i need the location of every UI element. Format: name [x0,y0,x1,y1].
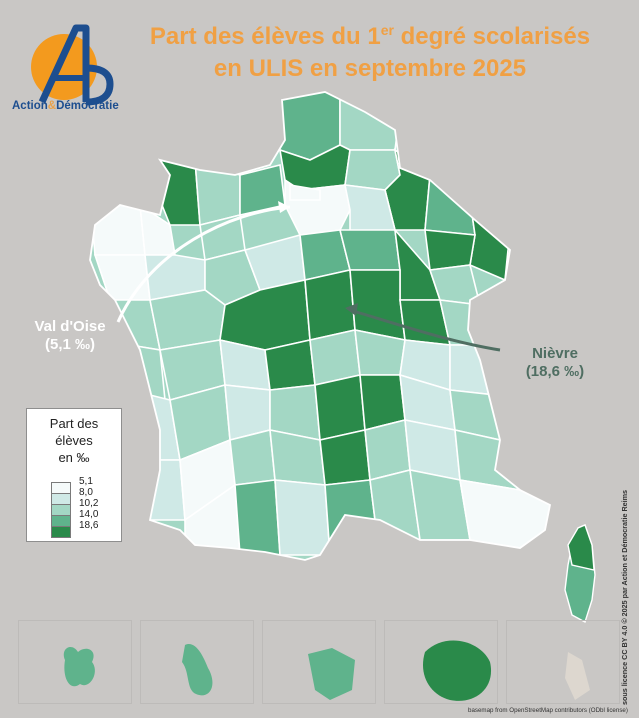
department-finistere [90,199,146,256]
department-morbihan [93,254,151,301]
overseas-box-la-reunion [384,620,498,704]
callout-nievre: Nièvre (18,6 ‰) [500,345,610,381]
department-yonne [338,229,401,271]
department-gers [234,479,281,556]
overseas-martinique [182,644,213,696]
logo-name: Action&Démocratie [12,100,119,112]
department-nievre [349,269,406,342]
france-outline [89,91,552,561]
legend-break-label: 8,0 [79,487,93,498]
overseas-guyane [308,648,355,700]
department-aisne [339,92,401,151]
legend-break-label: 5,1 [79,476,93,487]
nievre-arrow-line [349,308,501,352]
legend-title-line: Part des [49,416,99,431]
overseas-guadeloupe [63,646,95,687]
callout-nievre-name: Nièvre [532,345,578,362]
corsica-north [567,524,595,571]
legend-title-line: en ‰ [58,450,90,465]
department-lot [229,428,276,486]
overseas-box-mayotte [506,620,620,704]
department-haute-savoie [449,344,496,396]
map-legend: Part des élèves en ‰ 5,1 8,0 10,2 14,0 1… [26,408,122,542]
callout-nievre-value: (18,6 ‰) [525,363,585,380]
title-line-1: Part des élèves du 1er degré scolarisés [149,22,591,50]
department-haute-garonne [274,479,331,556]
callout-val-d-oise: Val d'Oise (5,1 ‰) [20,318,120,354]
val-d-oise-arrow-line [116,205,291,323]
legend-title: Part des élèves en ‰ [27,415,121,466]
legend-swatch [51,526,71,538]
overseas-box-martinique [140,620,254,704]
callout-val-d-oise-name: Val d'Oise [34,318,106,335]
val-d-oise-arrow-head [278,201,290,213]
department-bas-rhin [468,198,511,282]
legend-break-label: 14,0 [79,509,99,520]
license-credit: sous licence CC BY 4.0 © 2025 par Action… [620,489,629,705]
map-title: Part des élèves du 1er degré scolarisés … [110,14,630,85]
overseas-mayotte [565,652,590,700]
department-var [459,479,550,549]
legend-break-label: 10,2 [79,498,99,509]
overseas-la-reunion [422,640,492,701]
department-cher [304,269,356,341]
action-democratie-logo [31,24,114,106]
department-puy-de-dome [314,374,366,441]
department-vosges [424,229,476,271]
department-vendee [128,343,166,402]
overseas-box-guadeloupe [18,620,132,704]
legend-title-line: élèves [55,433,93,448]
callout-val-d-oise-value: (5,1 ‰) [44,336,95,353]
department-moselle [424,173,476,236]
overseas-box-guyane [262,620,376,704]
department-val-d-oise [289,184,321,201]
nievre-arrow-head [345,303,358,316]
department-lozere [319,429,371,486]
basemap-credit: basemap from OpenStreetMap contributors … [468,707,628,714]
legend-row: 18,6 [51,520,119,538]
logo-letter-b [85,64,114,106]
title-line-2: en ULIS en septembre 2025 [213,55,527,82]
legend-break-label: 18,6 [79,520,99,531]
